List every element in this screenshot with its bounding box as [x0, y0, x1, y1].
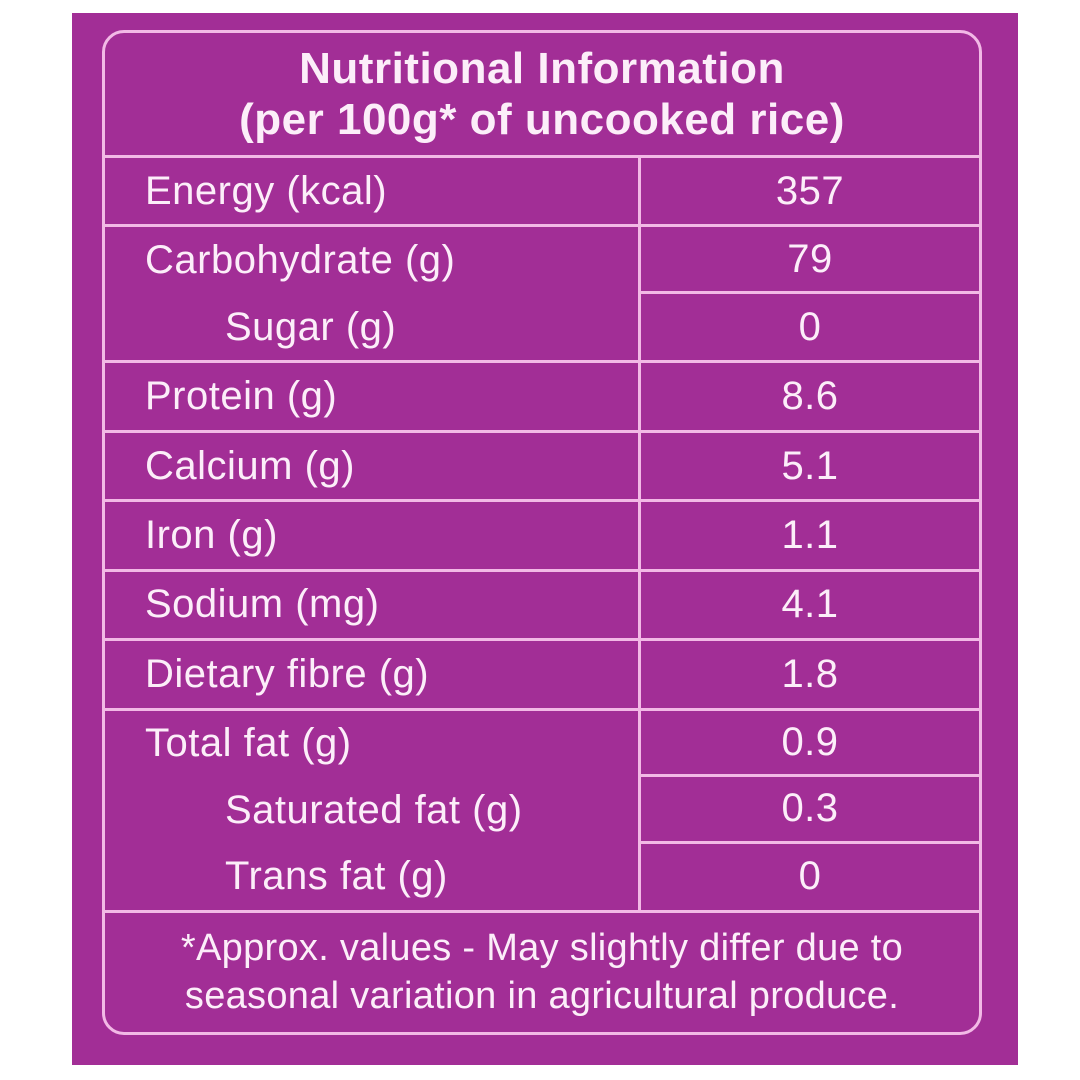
row-label: Dietary fibre (g): [145, 651, 430, 696]
row-value: 1.1: [781, 512, 839, 557]
row-label: Energy (kcal): [145, 168, 388, 213]
table-row: Total fat (g) 0.9: [105, 710, 979, 778]
row-label: Trans fat (g): [225, 854, 448, 899]
footnote-line-1: *Approx. values - May slightly differ du…: [180, 927, 904, 969]
row-value: 0.9: [781, 719, 839, 764]
table-row: Dietary fibre (g) 1.8: [105, 641, 979, 711]
row-value: 4.1: [781, 582, 839, 627]
row-value: 79: [787, 236, 833, 281]
row-value: 1.8: [781, 651, 839, 696]
row-label: Carbohydrate (g): [145, 238, 456, 283]
table-row: Calcium (g) 5.1: [105, 432, 979, 503]
table-row: Energy (kcal) 357: [105, 158, 979, 228]
row-label: Sugar (g): [225, 304, 397, 349]
row-value: 8.6: [781, 374, 839, 419]
table-title: Nutritional Information (per 100g* of un…: [105, 33, 979, 158]
table-row: Carbohydrate (g) 79: [105, 227, 979, 294]
row-label: Saturated fat (g): [225, 787, 523, 832]
row-label: Calcium (g): [145, 443, 355, 488]
row-value: 0: [798, 854, 822, 899]
row-label: Iron (g): [145, 512, 278, 557]
nutrition-panel: Nutritional Information (per 100g* of un…: [72, 13, 1018, 1065]
table-row: Protein (g) 8.6: [105, 363, 979, 433]
title-line-1: Nutritional Information: [299, 43, 785, 93]
row-label: Total fat (g): [145, 721, 352, 766]
nutrition-frame: Nutritional Information (per 100g* of un…: [102, 30, 982, 1035]
table-row: Sodium (mg) 4.1: [105, 571, 979, 642]
row-value: 5.1: [781, 443, 839, 488]
table-row: Saturated fat (g) 0.3: [105, 777, 979, 844]
footnote-line-2: seasonal variation in agricultural produ…: [184, 974, 900, 1017]
row-value: 0.3: [781, 786, 839, 831]
row-value: 0: [798, 304, 822, 349]
nutrition-table-body: Energy (kcal) 357 Carbohydrate (g) 79 Su…: [105, 158, 979, 910]
title-line-2: (per 100g* of uncooked rice): [239, 95, 845, 144]
row-label: Protein (g): [145, 374, 338, 419]
table-row: Sugar (g) 0: [105, 293, 979, 364]
row-label: Sodium (mg): [145, 582, 380, 627]
footnote: *Approx. values - May slightly differ du…: [105, 910, 979, 1032]
table-row: Iron (g) 1.1: [105, 502, 979, 572]
table-row: Trans fat (g) 0: [105, 843, 979, 910]
row-value: 357: [775, 168, 845, 213]
